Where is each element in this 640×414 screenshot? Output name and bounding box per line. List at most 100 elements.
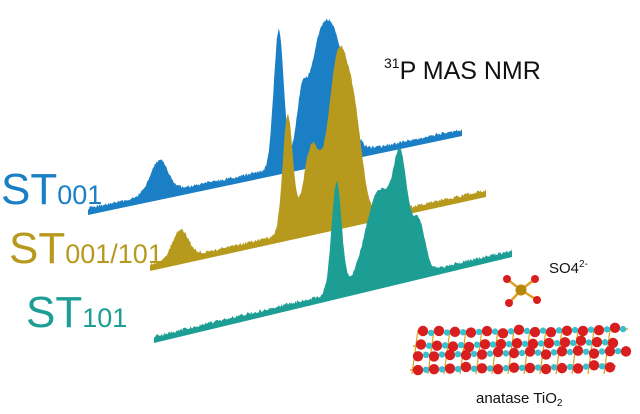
titanium-atom [523, 327, 531, 335]
crystal-bond-col [427, 329, 435, 375]
titanium-atom [486, 350, 494, 357]
oxygen-atom [620, 346, 632, 357]
titanium-atom [534, 364, 542, 371]
titanium-atom [438, 351, 446, 358]
titanium-atom [619, 325, 627, 333]
titanium-atom [502, 364, 510, 372]
titanium-atom [454, 365, 462, 373]
sulfate-charge: 2- [579, 259, 588, 270]
titanium-atom [422, 366, 430, 373]
oxygen-atom [540, 363, 552, 375]
titanium-atom [427, 329, 435, 337]
oxygen-atom [572, 363, 584, 374]
oxygen-atom [575, 335, 587, 346]
titanium-atom [518, 364, 526, 372]
titanium-atom [454, 351, 462, 358]
oxygen-atom [476, 363, 488, 374]
oxygen-atom [428, 351, 440, 362]
crystal-subscript: 2 [556, 398, 563, 409]
spectrum-label-st001: ST001 [1, 168, 102, 212]
oxygen-atom [505, 299, 513, 307]
spectrum-label-main: ST [1, 165, 58, 214]
oxygen-atom [531, 275, 539, 283]
oxygen-atom [588, 348, 600, 359]
oxygen-atom [479, 339, 491, 350]
oxygen-atom [508, 347, 520, 359]
titanium-atom [555, 327, 563, 334]
oxygen-atom [607, 337, 619, 349]
sulfate-ion-graphic [503, 275, 541, 307]
oxygen-atom [556, 346, 568, 357]
sulfate-label: SO42- [549, 259, 588, 277]
oxygen-atom [540, 349, 552, 360]
titanium-atom [587, 326, 595, 333]
titanium-atom [566, 363, 574, 371]
oxygen-atom [460, 349, 472, 361]
oxygen-atom [508, 362, 520, 373]
titanium-atom [473, 341, 481, 348]
oxygen-atom [561, 325, 573, 336]
oxygen-atom [412, 351, 424, 362]
oxygen-atom [524, 346, 536, 357]
titanium-atom [518, 349, 526, 357]
oxygen-atom [428, 364, 440, 375]
titanium-atom [598, 363, 606, 370]
crystal-name: anatase TiO [476, 390, 557, 407]
spectrum-trace [154, 146, 512, 343]
oxygen-atom [460, 361, 472, 373]
titanium-atom [614, 347, 622, 355]
spectrum-label-st101: ST101 [26, 291, 127, 335]
titanium-atom [422, 351, 430, 359]
titanium-atom [486, 365, 494, 372]
titanium-atom [425, 342, 433, 349]
titanium-atom [582, 348, 590, 355]
oxygen-atom [604, 345, 616, 357]
titanium-atom [470, 365, 478, 372]
oxygen-atom [556, 362, 568, 374]
titanium-atom [566, 348, 574, 356]
titanium-atom [489, 341, 497, 348]
titanium-atom [571, 326, 579, 334]
oxygen-atom [476, 349, 488, 360]
oxygen-atom [417, 325, 429, 337]
spectrum-trace [88, 18, 462, 215]
titanium-atom [550, 364, 558, 371]
oxygen-atom [412, 364, 424, 376]
titanium-atom [553, 339, 561, 347]
oxygen-atom [415, 339, 427, 350]
titanium-atom [505, 340, 513, 348]
oxygen-atom [492, 346, 504, 358]
oxygen-atom [492, 363, 504, 375]
isotope-superscript: 31 [384, 55, 400, 71]
titanium-atom [539, 327, 547, 334]
oxygen-atom [529, 326, 541, 338]
titanium-atom [491, 328, 499, 335]
spectrum-label-st001-101: ST001/101 [9, 227, 163, 271]
oxygen-atom [593, 325, 605, 336]
titanium-atom [443, 329, 451, 336]
titanium-atom [585, 339, 593, 346]
oxygen-atom [449, 326, 461, 338]
oxygen-atom [588, 360, 600, 371]
oxygen-atom [513, 324, 525, 336]
anatase-crystal-graphic [409, 322, 632, 376]
oxygen-atom [511, 338, 523, 349]
oxygen-atom [495, 338, 507, 350]
titanium-atom [441, 342, 449, 349]
titanium-atom [457, 341, 465, 349]
oxygen-atom [591, 336, 603, 348]
oxygen-atom [463, 341, 475, 353]
oxygen-atom [433, 325, 445, 337]
spectrum-label-sub: 101 [82, 303, 128, 333]
oxygen-atom [559, 337, 571, 348]
spectrum-label-sub: 001 [57, 180, 103, 210]
sulfur-atom [515, 284, 527, 296]
oxygen-atom [533, 296, 541, 304]
titanium-atom [534, 349, 542, 356]
titanium-atom [438, 366, 446, 373]
spectrum-label-main: ST [9, 224, 66, 273]
oxygen-atom [444, 349, 456, 361]
titanium-atom [601, 339, 609, 346]
crystal-label: anatase TiO2 [476, 391, 562, 409]
